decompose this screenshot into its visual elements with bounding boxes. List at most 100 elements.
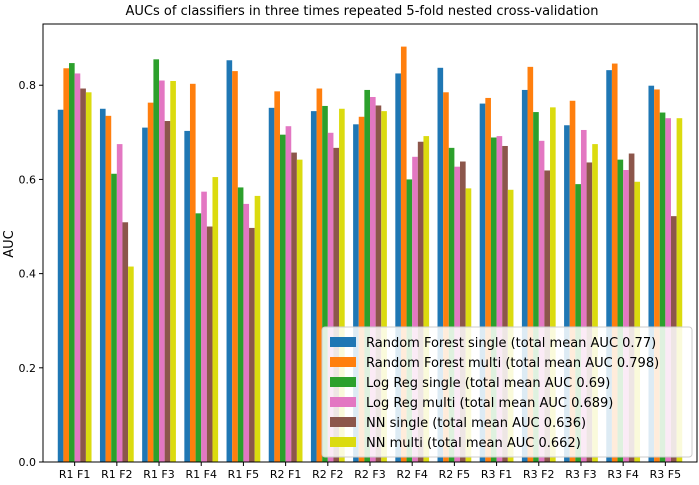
y-tick-label: 0.2 — [19, 362, 37, 375]
bar — [85, 92, 92, 462]
bar — [316, 88, 323, 463]
bar — [159, 80, 165, 463]
bar — [381, 111, 387, 462]
bar — [164, 121, 171, 463]
bar — [147, 102, 154, 463]
bar — [111, 173, 117, 462]
x-tick-label: R3 F1 — [481, 468, 512, 481]
bar — [465, 188, 472, 462]
legend-swatch — [330, 417, 356, 427]
bar — [358, 116, 365, 462]
bar — [611, 63, 618, 463]
bar — [412, 156, 418, 462]
x-tick-label: R2 F5 — [439, 468, 470, 481]
bar — [322, 105, 328, 462]
bar — [237, 187, 244, 462]
bar — [195, 213, 202, 462]
bar — [128, 266, 134, 462]
bar — [274, 91, 280, 462]
legend: Random Forest single (total mean AUC 0.7… — [321, 326, 693, 458]
bar — [502, 145, 508, 463]
bar — [586, 162, 593, 462]
bar — [57, 109, 64, 462]
bar — [423, 136, 430, 462]
x-tick-label: R2 F4 — [396, 468, 427, 481]
legend-swatch — [330, 437, 356, 447]
bar — [490, 137, 497, 462]
bar — [268, 107, 275, 462]
y-tick-label: 0.6 — [19, 173, 37, 186]
bar — [122, 222, 129, 462]
x-tick-label: R3 F5 — [650, 468, 681, 481]
legend-label: Random Forest single (total mean AUC 0.7… — [366, 336, 656, 351]
bar — [63, 68, 70, 463]
bar — [623, 170, 629, 462]
bar — [364, 89, 370, 462]
chart-title: AUCs of classifiers in three times repea… — [126, 4, 599, 19]
bar — [496, 136, 503, 462]
bar — [665, 118, 671, 462]
bar — [538, 140, 545, 463]
bar — [550, 107, 556, 463]
bar — [243, 203, 250, 462]
bar — [142, 127, 148, 463]
x-tick-label: R1 F4 — [185, 468, 216, 481]
bar — [437, 67, 444, 463]
bar — [544, 170, 551, 462]
bar — [533, 112, 539, 462]
bar — [153, 59, 160, 462]
legend-box — [321, 326, 693, 458]
bar — [575, 184, 581, 462]
bar — [443, 92, 449, 462]
bar — [310, 111, 317, 462]
bar — [564, 125, 570, 462]
legend-swatch — [330, 357, 356, 367]
bar — [521, 89, 528, 462]
bars-layer — [57, 46, 683, 463]
bar — [370, 97, 376, 462]
bar — [400, 46, 407, 463]
bar — [606, 70, 612, 463]
bar — [460, 161, 466, 462]
bar — [580, 129, 587, 462]
bar — [232, 71, 238, 462]
bar — [569, 100, 576, 463]
legend-swatch — [330, 377, 356, 387]
bar — [249, 227, 255, 462]
bar — [74, 73, 81, 462]
bar — [339, 108, 345, 463]
x-tick-label: R3 F3 — [565, 468, 596, 481]
bar — [406, 179, 413, 463]
bar — [99, 108, 106, 463]
x-tick-label: R2 F3 — [354, 468, 385, 481]
y-tick-label: 0.8 — [19, 79, 37, 92]
bar — [296, 159, 303, 462]
bar — [285, 126, 292, 462]
bar — [648, 85, 655, 462]
legend-label: Log Reg multi (total mean AUC 0.689) — [366, 396, 613, 411]
bar — [485, 97, 491, 462]
bar — [333, 147, 340, 463]
bar — [184, 130, 190, 462]
bar — [592, 144, 598, 462]
bar — [206, 226, 213, 462]
bar — [454, 166, 461, 462]
bar — [291, 152, 297, 462]
x-tick-label: R2 F1 — [270, 468, 301, 481]
bar — [116, 144, 123, 462]
bar — [617, 159, 624, 462]
bar — [201, 191, 207, 462]
bar — [69, 63, 75, 463]
x-tick-label: R2 F2 — [312, 468, 343, 481]
bar — [654, 89, 660, 463]
bar — [80, 88, 86, 463]
x-tick-label: R1 F5 — [228, 468, 259, 481]
bar — [634, 181, 641, 462]
bar — [527, 66, 534, 463]
legend-label: NN multi (total mean AUC 0.662) — [366, 436, 581, 451]
legend-label: Log Reg single (total mean AUC 0.69) — [366, 376, 610, 391]
bar — [479, 103, 486, 462]
bar — [105, 115, 112, 462]
